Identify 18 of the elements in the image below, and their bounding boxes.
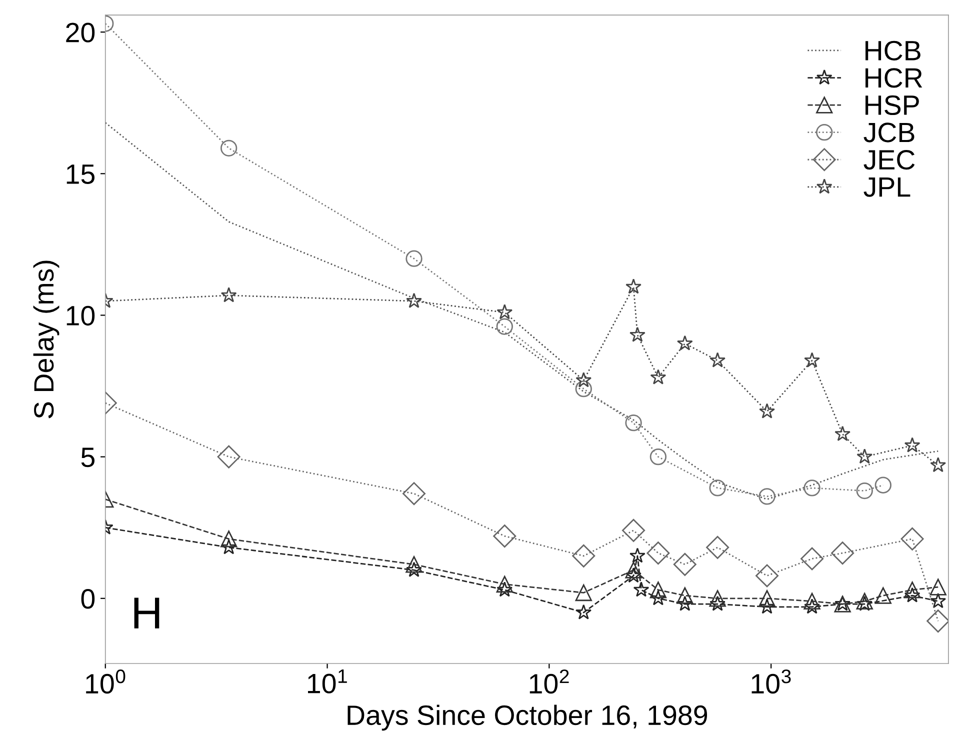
- x-tick-label: 10$^{2}$: [530, 669, 569, 694]
- legend-label: HCB: [866, 40, 920, 60]
- x-tick-label: 10$^{3}$: [752, 669, 791, 694]
- legend-label: JEC: [864, 150, 915, 170]
- legend-label: JPL: [864, 178, 910, 197]
- legend-label: HCR: [866, 68, 922, 88]
- legend-label: JCB: [864, 122, 914, 142]
- x-tick-label: 10$^{1}$: [308, 669, 347, 694]
- y-tick-label: 0: [81, 589, 95, 609]
- y-tick-label: 5: [81, 448, 94, 468]
- annotation: H: [134, 598, 160, 628]
- legend-label: HSP: [866, 95, 919, 116]
- x-axis-title: Days Since October 16, 1989: [348, 704, 708, 731]
- y-tick-label: 20: [66, 22, 95, 42]
- y-axis-title: S Delay (ms): [33, 260, 60, 418]
- y-tick-label: 15: [66, 164, 94, 184]
- y-tick-label: 10: [66, 306, 95, 326]
- x-tick-label: 10$^{0}$: [86, 669, 126, 694]
